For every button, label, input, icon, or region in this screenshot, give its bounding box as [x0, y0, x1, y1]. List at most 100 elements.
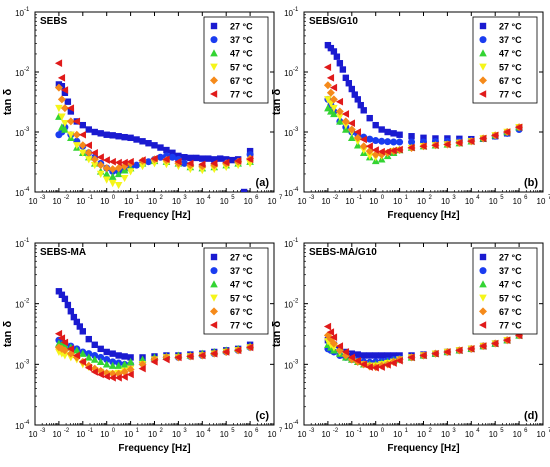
data-point — [336, 113, 344, 121]
x-tick-label: 10 — [441, 430, 450, 439]
data-point — [396, 131, 403, 138]
legend-marker — [479, 36, 487, 44]
y-tick-exponent: -2 — [24, 299, 30, 305]
data-point — [339, 66, 347, 73]
data-point — [407, 353, 415, 362]
data-point — [503, 128, 511, 136]
y-tick-exponent: -3 — [293, 359, 299, 365]
x-tick-label: 10 — [52, 430, 61, 439]
y-tick-label: 10 — [15, 129, 24, 138]
y-tick-exponent: -2 — [293, 299, 299, 305]
data-point — [390, 352, 397, 359]
data-layer — [323, 322, 524, 372]
x-tick-label: 10 — [393, 430, 402, 439]
data-point — [76, 323, 84, 330]
data-point — [114, 158, 122, 167]
data-point — [323, 322, 332, 331]
x-tick-exponent: -2 — [333, 428, 339, 434]
data-point — [145, 140, 152, 147]
data-point — [354, 351, 361, 358]
x-tick-exponent: 0 — [112, 428, 116, 434]
data-point — [73, 318, 81, 326]
data-point — [114, 373, 122, 382]
panel-title: SEBS — [40, 16, 68, 27]
data-point — [353, 356, 361, 365]
data-point — [371, 363, 379, 372]
data-point — [326, 74, 335, 82]
legend-label: 47 °C — [230, 49, 253, 59]
legend-label: 37 °C — [230, 266, 253, 276]
x-tick-label: 10 — [417, 430, 426, 439]
data-point — [515, 123, 523, 132]
data-point — [341, 110, 350, 118]
legend-label: 47 °C — [230, 280, 253, 290]
data-layer — [54, 288, 255, 382]
data-point — [384, 128, 391, 136]
data-point — [150, 154, 158, 163]
x-tick-exponent: 1 — [136, 428, 140, 434]
y-tick-label: 10 — [284, 129, 293, 138]
data-point — [419, 351, 427, 360]
data-point — [60, 338, 69, 347]
x-tick-exponent: 7 — [279, 428, 283, 434]
data-point — [383, 361, 391, 369]
data-point — [162, 161, 171, 169]
data-point — [351, 91, 358, 98]
data-point — [102, 169, 111, 178]
data-point — [121, 353, 128, 360]
data-point — [127, 354, 134, 361]
data-point — [96, 370, 104, 379]
data-point — [90, 149, 98, 157]
data-point — [186, 159, 194, 168]
data-point — [336, 60, 344, 67]
data-point — [66, 117, 75, 126]
data-point — [90, 161, 99, 170]
data-point — [395, 145, 403, 154]
x-tick-exponent: 4 — [207, 195, 211, 201]
data-point — [79, 121, 86, 129]
x-axis-label: Frequency [Hz] — [118, 443, 190, 454]
x-tick-label: 10 — [441, 197, 450, 206]
data-point — [114, 361, 123, 369]
legend-label: 37 °C — [499, 266, 522, 276]
x-tick-exponent: -3 — [309, 195, 315, 201]
legend-marker — [210, 49, 218, 57]
legend-label: 37 °C — [499, 35, 522, 45]
x-tick-exponent: 6 — [524, 428, 528, 434]
x-tick-label: 10 — [489, 197, 498, 206]
x-tick-exponent: 3 — [183, 428, 187, 434]
data-point — [61, 352, 69, 360]
x-tick-exponent: 3 — [183, 195, 187, 201]
x-tick-label: 10 — [513, 197, 522, 206]
data-point — [133, 136, 140, 143]
data-point — [67, 131, 75, 139]
y-tick-exponent: -1 — [293, 7, 299, 13]
y-tick-label: 10 — [284, 301, 293, 310]
data-point — [327, 44, 335, 52]
data-point — [162, 355, 170, 364]
data-point — [479, 134, 487, 143]
x-tick-label: 10 — [100, 430, 109, 439]
data-point — [366, 352, 373, 359]
data-point — [138, 364, 146, 373]
data-point — [408, 133, 415, 140]
x-tick-exponent: -1 — [88, 195, 94, 201]
data-point — [467, 137, 475, 146]
data-point — [67, 354, 75, 362]
y-axis-label: tan δ — [271, 89, 283, 116]
data-point — [120, 373, 128, 381]
data-point — [55, 104, 63, 113]
legend-label: 57 °C — [499, 293, 522, 303]
data-point — [210, 165, 219, 174]
data-point — [61, 89, 69, 97]
data-point — [181, 154, 188, 161]
legend-marker — [479, 280, 487, 288]
data-point — [108, 361, 117, 369]
x-tick-label: 10 — [76, 197, 85, 206]
data-point — [347, 125, 356, 134]
x-tick-label: 10 — [369, 197, 378, 206]
data-point — [151, 142, 158, 149]
legend-marker — [479, 267, 487, 275]
